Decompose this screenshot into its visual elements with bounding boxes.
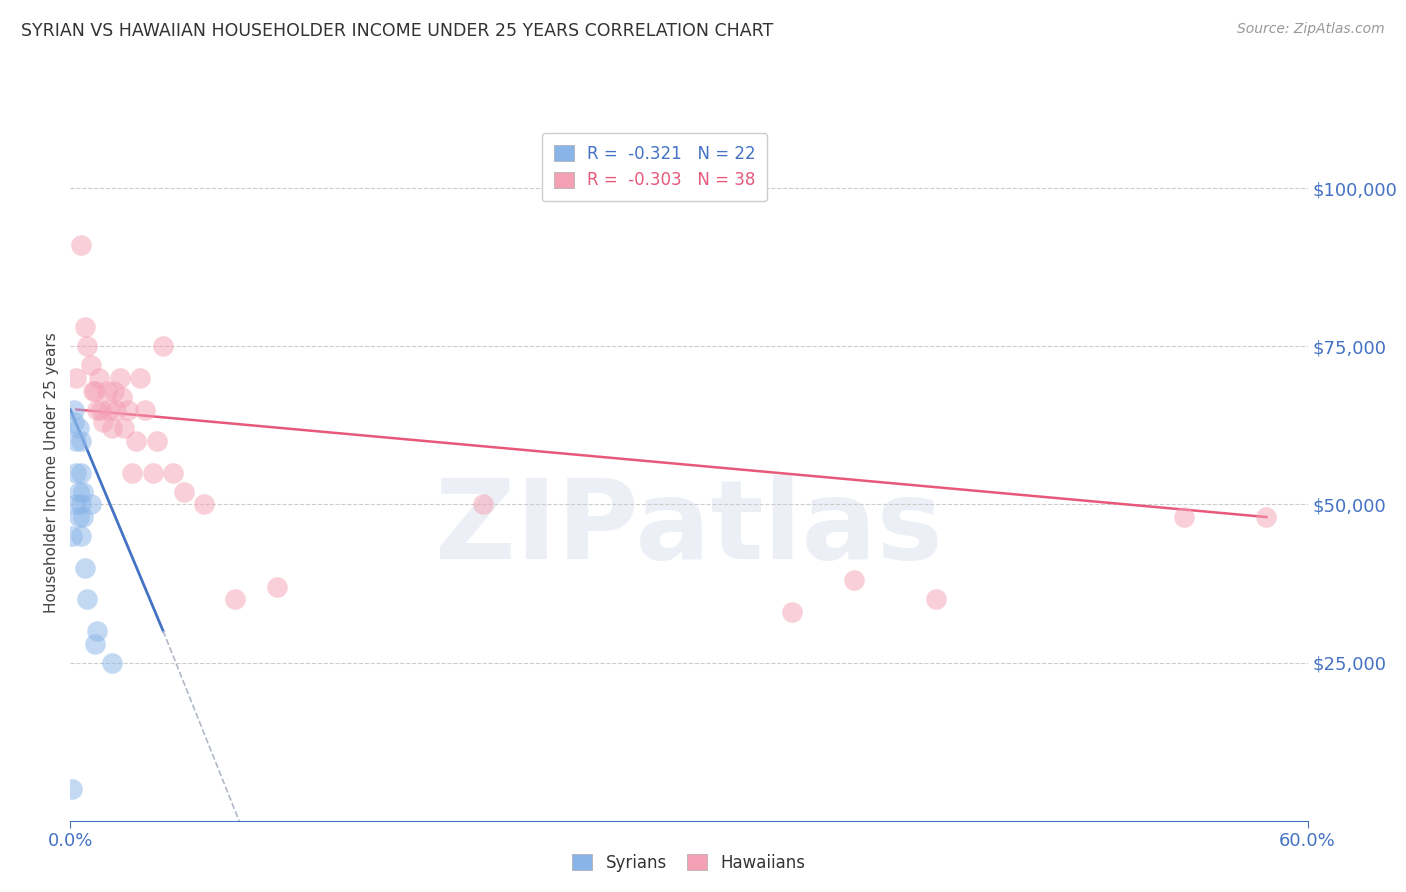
Point [84, 384, 107, 398]
Point [193, 497, 215, 511]
Point [780, 605, 803, 619]
Point [103, 384, 125, 398]
Point [69, 434, 91, 449]
Point [80, 358, 103, 372]
Point [90, 402, 112, 417]
Point [100, 421, 122, 435]
Point [1173, 510, 1195, 524]
Point [67, 484, 90, 499]
Point [121, 466, 143, 480]
Point [86, 624, 108, 638]
Point [63, 402, 86, 417]
Text: Source: ZipAtlas.com: Source: ZipAtlas.com [1237, 22, 1385, 37]
Point [65, 466, 87, 480]
Point [76, 339, 98, 353]
Point [73, 560, 96, 574]
Point [69, 466, 91, 480]
Point [146, 434, 169, 449]
Point [65, 371, 87, 385]
Point [91, 415, 114, 429]
Point [142, 466, 165, 480]
Point [65, 497, 87, 511]
Point [173, 484, 195, 499]
Point [89, 371, 111, 385]
Point [69, 497, 91, 511]
Point [60, 782, 83, 797]
Point [82, 384, 104, 398]
Point [125, 434, 148, 449]
Text: SYRIAN VS HAWAIIAN HOUSEHOLDER INCOME UNDER 25 YEARS CORRELATION CHART: SYRIAN VS HAWAIIAN HOUSEHOLDER INCOME UN… [21, 22, 773, 40]
Point [60, 529, 83, 543]
Text: ZIPatlas: ZIPatlas [434, 475, 943, 582]
Point [112, 421, 135, 435]
Point [63, 415, 86, 429]
Point [67, 510, 90, 524]
Point [69, 529, 91, 543]
Point [1256, 510, 1278, 524]
Point [96, 384, 118, 398]
Point [266, 580, 288, 594]
Point [84, 636, 107, 650]
Point [80, 497, 103, 511]
Point [111, 390, 134, 404]
Point [471, 497, 494, 511]
Legend: Syrians, Hawaiians: Syrians, Hawaiians [562, 844, 815, 882]
Point [100, 656, 122, 670]
Point [98, 402, 121, 417]
Point [69, 238, 91, 252]
Point [108, 371, 131, 385]
Point [925, 592, 948, 607]
Point [117, 402, 139, 417]
Point [72, 484, 94, 499]
Point [86, 402, 108, 417]
Point [134, 402, 156, 417]
Point [129, 371, 152, 385]
Point [152, 339, 174, 353]
Point [104, 402, 127, 417]
Point [842, 574, 865, 588]
Point [67, 421, 90, 435]
Point [162, 466, 184, 480]
Point [65, 434, 87, 449]
Point [72, 510, 94, 524]
Y-axis label: Householder Income Under 25 years: Householder Income Under 25 years [44, 333, 59, 613]
Point [224, 592, 246, 607]
Point [76, 592, 98, 607]
Point [73, 320, 96, 334]
